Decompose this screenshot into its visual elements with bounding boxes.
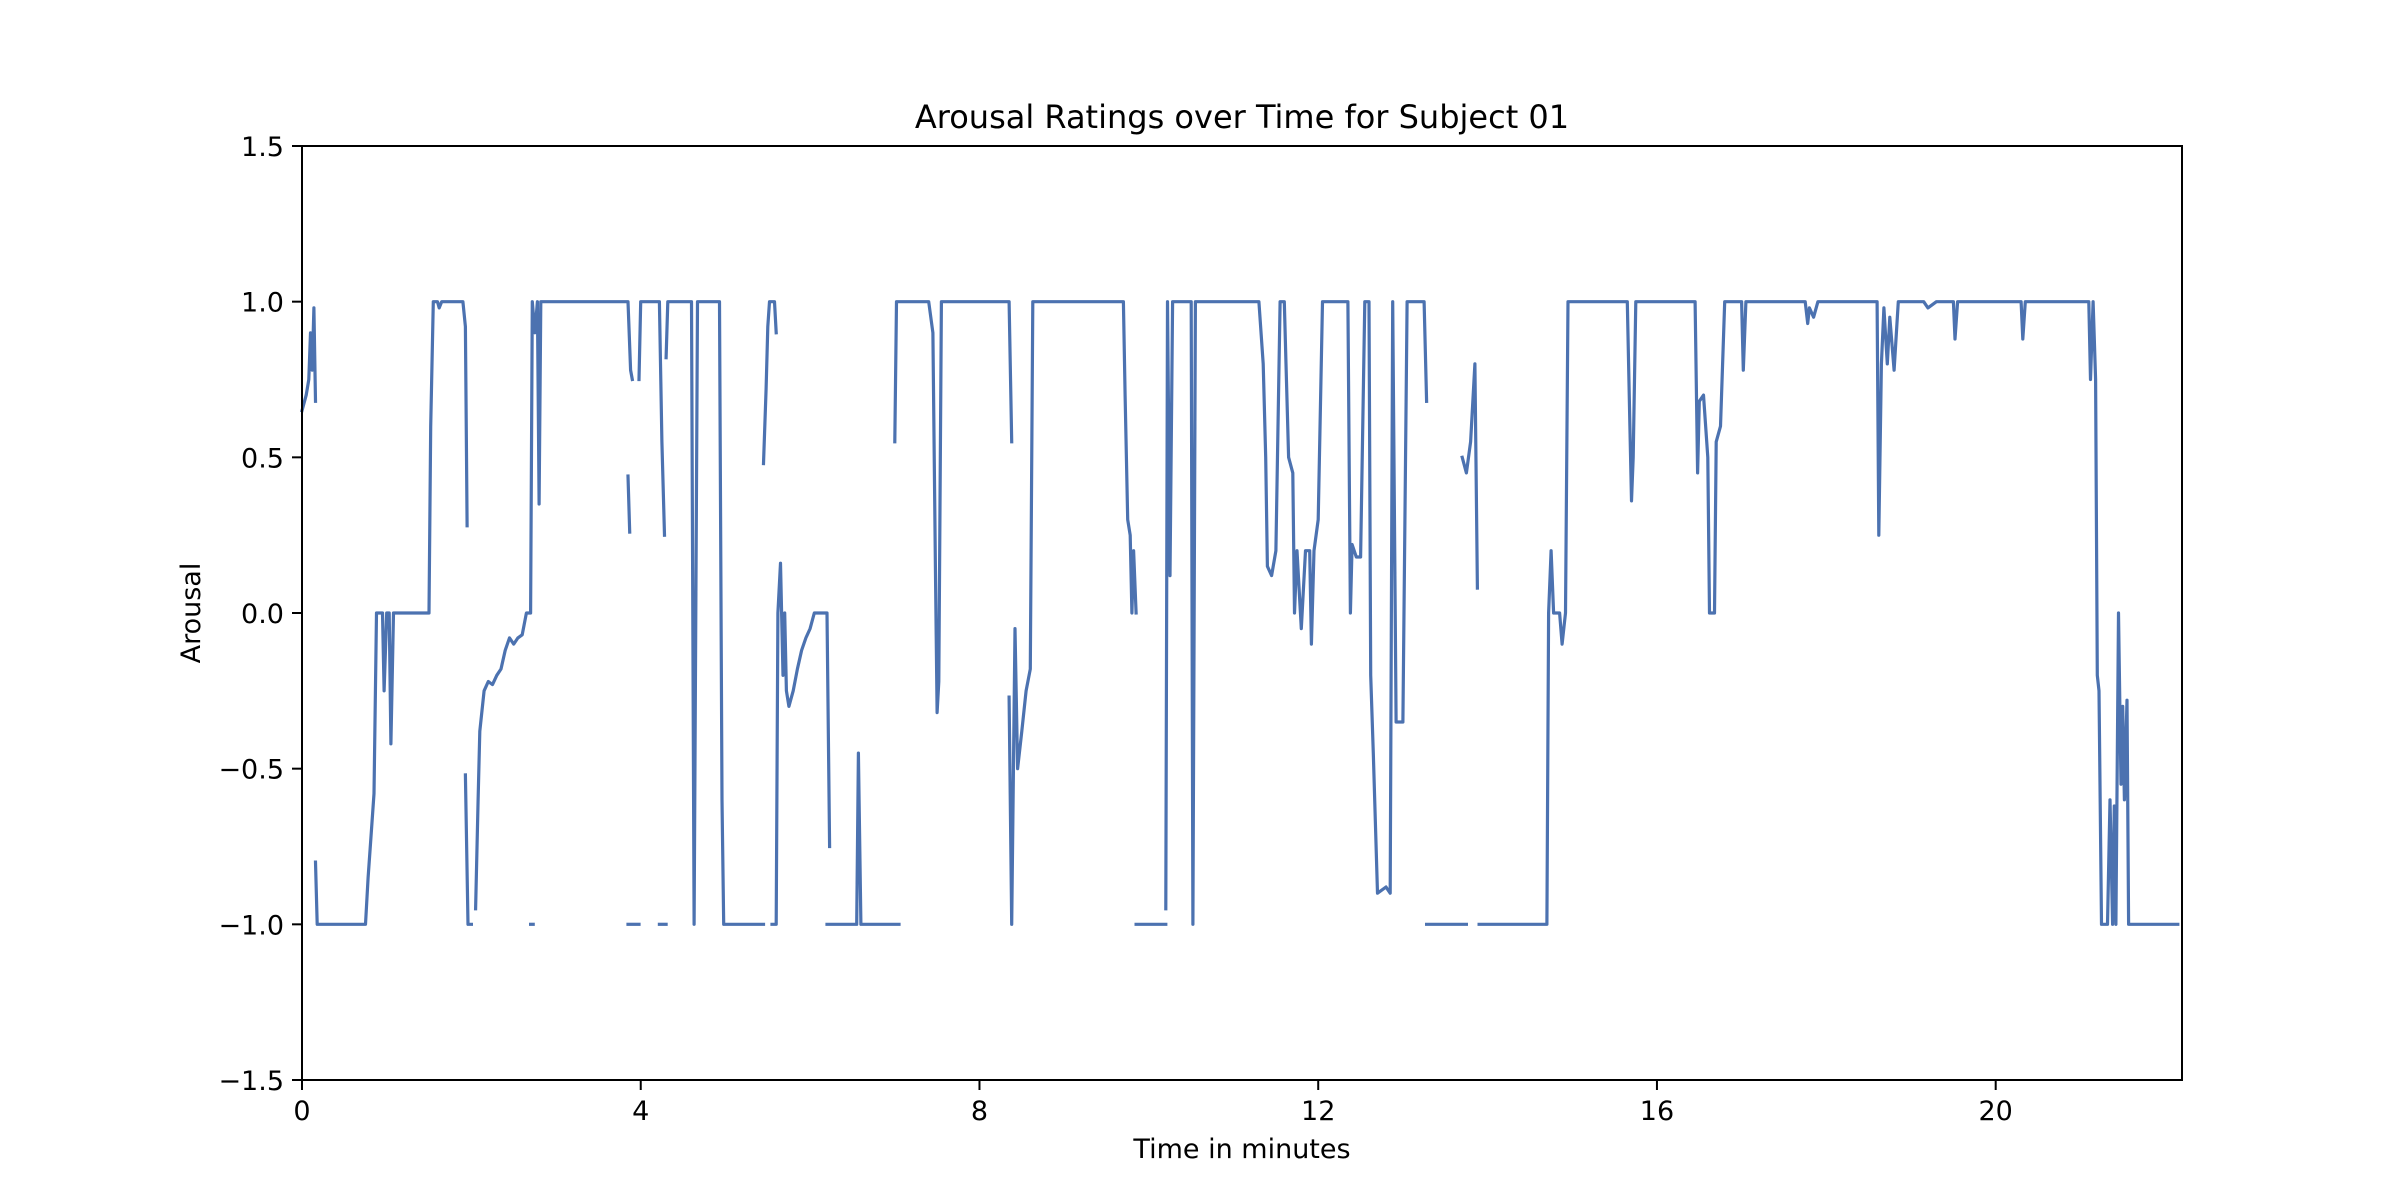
- x-tick-label: 16: [1640, 1096, 1674, 1127]
- series-line-segment: [761, 300, 778, 466]
- series-line-segment: [825, 751, 901, 926]
- series-line-segment: [1007, 300, 1138, 926]
- x-tick-label: 20: [1979, 1096, 2013, 1127]
- x-axis: 0 4 8 12 16 20: [293, 1080, 2013, 1127]
- x-tick-label: 4: [632, 1096, 649, 1127]
- y-tick-label: 0.5: [241, 443, 284, 474]
- y-tick-label: 1.0: [241, 288, 284, 319]
- series-line-segment: [1460, 362, 1480, 590]
- x-axis-label: Time in minutes: [1132, 1134, 1350, 1165]
- x-tick-label: 8: [971, 1096, 988, 1127]
- x-tick-label: 12: [1301, 1096, 1335, 1127]
- y-tick-label: −1.0: [218, 910, 284, 941]
- series-line-segment: [893, 300, 1014, 715]
- y-tick-label: 1.5: [241, 132, 284, 163]
- y-tick-label: −1.5: [218, 1066, 284, 1097]
- y-tick-label: −0.5: [218, 755, 284, 786]
- x-tick-label: 0: [293, 1096, 310, 1127]
- series-line-segment: [463, 773, 473, 926]
- y-axis-label: Arousal: [176, 563, 207, 664]
- series-line-segment: [473, 300, 635, 911]
- series-line-segment: [313, 300, 469, 926]
- series-line-segment: [664, 300, 766, 926]
- series-line-segment: [300, 306, 318, 413]
- series-line-segment: [626, 474, 632, 534]
- series-layer: [300, 300, 2180, 926]
- y-tick-label: 0.0: [241, 599, 284, 630]
- series-line-segment: [637, 300, 667, 537]
- series-line-segment: [1477, 300, 2180, 926]
- series-line-segment: [1164, 300, 1429, 926]
- series-line-segment: [770, 561, 832, 926]
- y-axis: 1.5 1.0 0.5 0.0 −0.5 −1.0 −1.5: [218, 132, 302, 1097]
- chart-title: Arousal Ratings over Time for Subject 01: [915, 98, 1569, 136]
